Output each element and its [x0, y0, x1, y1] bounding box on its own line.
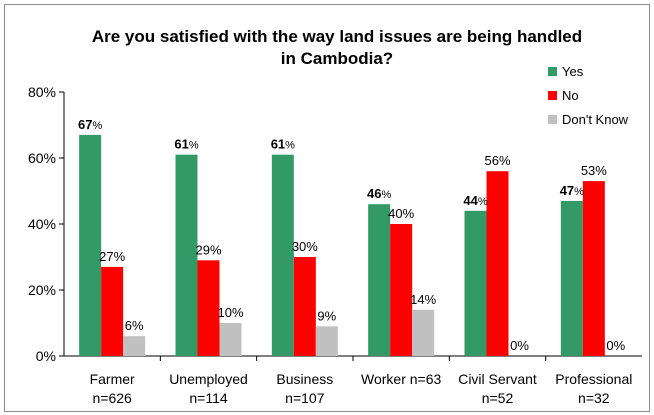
data-label-no: 30%	[292, 239, 318, 254]
bar-yes	[368, 204, 391, 356]
bar-no	[293, 257, 316, 356]
chart-title-line-1: Are you satisfied with the way land issu…	[92, 27, 582, 46]
legend-swatch-dont-know	[548, 115, 557, 124]
y-tick-label: 60%	[28, 150, 56, 166]
category-label: Unemployed	[169, 371, 248, 387]
bar-no	[390, 224, 413, 356]
category-labels: Farmer n=626 Unemployed n=114 Business n=107 W…	[90, 371, 633, 406]
category-label-n: n=107	[285, 390, 325, 406]
bar-dont-know	[412, 309, 435, 356]
category-label: Civil Servant	[458, 371, 537, 387]
data-label-dont-know: 9%	[317, 308, 336, 323]
data-label-yes: 46%	[367, 186, 391, 201]
bar-no	[197, 260, 220, 356]
data-label-yes: 61%	[174, 137, 198, 152]
category-label: Business	[276, 371, 333, 387]
axes: 0% 20% 40% 60% 80%	[28, 84, 642, 364]
chart-title-line-2: in Cambodia?	[281, 49, 393, 68]
data-label-dont-know: 6%	[125, 318, 144, 333]
legend-swatch-yes	[548, 67, 557, 76]
y-tick-label: 0%	[36, 348, 56, 364]
data-label-yes: 47%	[560, 183, 584, 198]
bar-yes	[271, 154, 294, 356]
bar-no	[582, 181, 605, 356]
category-label-n: n=626	[93, 390, 133, 406]
data-label-dont-know: 0%	[606, 338, 625, 353]
data-labels: 67% 27% 6% 61% 29% 10% 61% 30% 9% 46% 40% 14% 44% 56%…	[78, 117, 626, 353]
bar-yes	[560, 200, 583, 356]
category-label-n: n=52	[482, 390, 514, 406]
bar-yes	[79, 134, 102, 356]
data-label-no: 53%	[581, 163, 607, 178]
data-label-no: 56%	[484, 153, 510, 168]
bar-dont-know	[219, 323, 242, 356]
legend: Yes No Don't Know	[548, 64, 629, 127]
data-label-yes: 61%	[271, 137, 295, 152]
bar-yes	[175, 154, 198, 356]
data-label-dont-know: 10%	[217, 305, 243, 320]
legend-label-no: No	[562, 88, 579, 103]
category-label-n: n=114	[189, 390, 227, 406]
y-tick-label: 80%	[28, 84, 56, 100]
legend-swatch-no	[548, 91, 557, 100]
data-label-dont-know: 0%	[510, 338, 529, 353]
category-label: Worker n=63	[361, 371, 441, 387]
legend-label-dont-know: Don't Know	[562, 112, 629, 127]
legend-label-yes: Yes	[562, 64, 584, 79]
data-label-no: 27%	[99, 249, 125, 264]
bar-dont-know	[315, 326, 338, 356]
bar-yes	[464, 210, 487, 356]
data-label-no: 40%	[388, 206, 414, 221]
data-label-dont-know: 14%	[410, 292, 436, 307]
bar-no	[101, 266, 124, 356]
data-label-yes: 44%	[463, 193, 487, 208]
y-tick-label: 20%	[28, 282, 56, 298]
category-label: Professional	[555, 371, 632, 387]
data-label-yes: 67%	[78, 117, 102, 132]
data-label-no: 29%	[195, 242, 221, 257]
category-label: Farmer	[90, 371, 135, 387]
bar-dont-know	[123, 336, 146, 356]
category-label-n: n=32	[578, 390, 610, 406]
bars	[79, 134, 605, 356]
y-tick-label: 40%	[28, 216, 56, 232]
bar-no	[486, 171, 509, 356]
